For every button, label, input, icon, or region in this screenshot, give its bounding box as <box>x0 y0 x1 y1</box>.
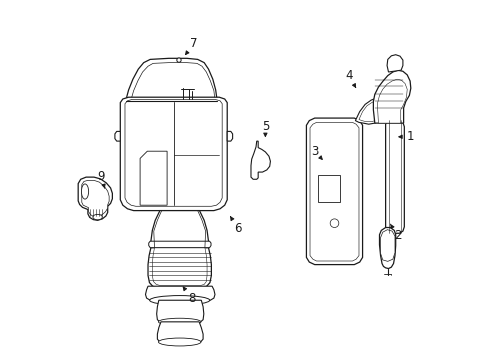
Bar <box>318 175 339 202</box>
Polygon shape <box>145 286 215 300</box>
Polygon shape <box>130 63 215 101</box>
Polygon shape <box>121 101 125 107</box>
Polygon shape <box>386 55 402 72</box>
Circle shape <box>177 58 181 62</box>
Ellipse shape <box>81 184 88 199</box>
Text: 5: 5 <box>261 120 268 136</box>
Polygon shape <box>156 300 203 322</box>
Polygon shape <box>140 151 167 205</box>
Polygon shape <box>379 228 395 269</box>
Text: 2: 2 <box>389 224 401 242</box>
Polygon shape <box>227 131 232 141</box>
Ellipse shape <box>158 338 201 346</box>
Text: 6: 6 <box>230 217 241 235</box>
Polygon shape <box>115 131 120 141</box>
Text: 4: 4 <box>345 69 355 87</box>
Text: 8: 8 <box>183 287 196 305</box>
Polygon shape <box>78 177 112 220</box>
Polygon shape <box>125 58 217 101</box>
Polygon shape <box>306 118 362 265</box>
Circle shape <box>329 219 338 228</box>
Polygon shape <box>217 101 221 107</box>
Polygon shape <box>377 79 407 123</box>
Polygon shape <box>358 101 384 122</box>
Ellipse shape <box>158 318 201 325</box>
Text: 7: 7 <box>185 37 198 55</box>
Ellipse shape <box>93 214 102 220</box>
Polygon shape <box>380 230 394 261</box>
Polygon shape <box>148 241 211 248</box>
Polygon shape <box>81 180 109 216</box>
Ellipse shape <box>149 296 209 305</box>
Polygon shape <box>120 97 227 211</box>
Text: 3: 3 <box>310 145 322 159</box>
Polygon shape <box>125 99 222 206</box>
Text: 1: 1 <box>398 130 413 143</box>
Polygon shape <box>151 211 208 251</box>
Polygon shape <box>309 122 358 261</box>
Polygon shape <box>157 322 203 342</box>
Polygon shape <box>250 141 270 179</box>
Polygon shape <box>373 70 410 123</box>
Polygon shape <box>355 98 386 124</box>
Polygon shape <box>148 248 211 288</box>
Polygon shape <box>152 248 206 285</box>
Text: 9: 9 <box>97 170 105 188</box>
Polygon shape <box>385 120 404 233</box>
